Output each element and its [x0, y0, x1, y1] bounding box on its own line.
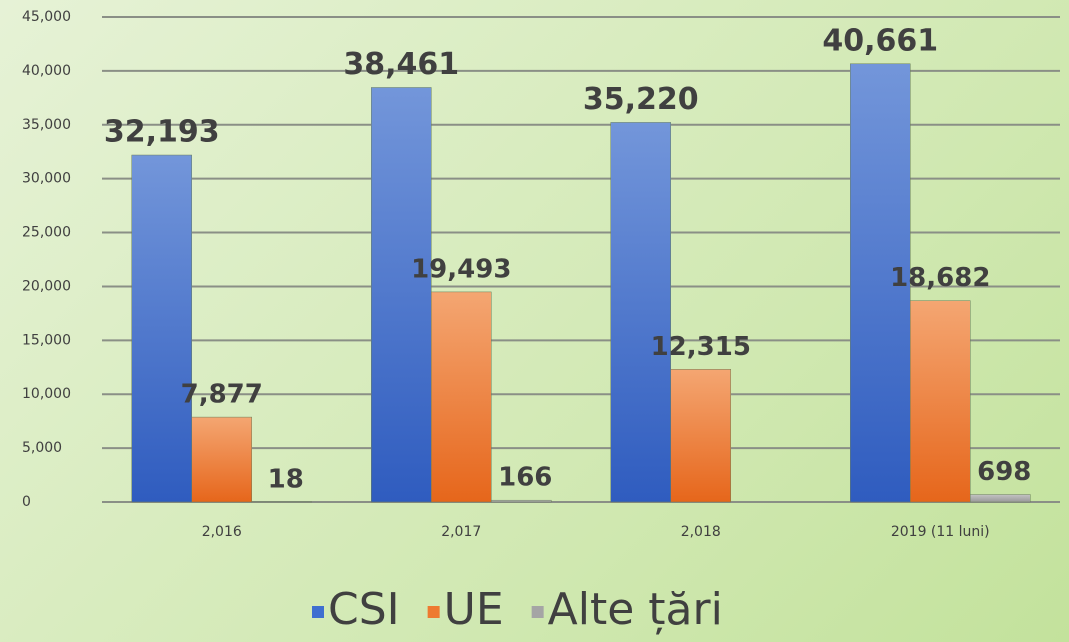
- bar: [371, 87, 432, 503]
- y-tick-label: 30,000: [22, 171, 71, 187]
- bar: [131, 154, 192, 503]
- y-tick-label: 0: [22, 494, 31, 510]
- bar: [910, 300, 971, 503]
- bar: [610, 122, 671, 503]
- bar: [491, 499, 552, 503]
- legend-label: UE: [444, 584, 504, 635]
- y-tick-label: 25,000: [22, 225, 71, 241]
- data-label: 7,877: [181, 380, 263, 410]
- data-label: 40,661: [822, 23, 938, 58]
- x-tick-label: 2,016: [202, 524, 242, 540]
- y-tick-label: 45,000: [22, 9, 71, 25]
- y-tick-label: 20,000: [22, 278, 71, 294]
- x-tick-label: 2019 (11 luni): [891, 524, 990, 540]
- y-tick-label: 35,000: [22, 117, 71, 133]
- y-tick-label: 40,000: [22, 63, 71, 79]
- y-tick-label: 5,000: [22, 440, 62, 456]
- legend-label: Alte țări: [548, 584, 723, 635]
- data-label: 166: [498, 463, 552, 493]
- data-label: 18,682: [890, 263, 990, 293]
- y-tick-label: 10,000: [22, 386, 71, 402]
- bar: [670, 369, 731, 503]
- bar: [191, 416, 252, 503]
- bar: [970, 494, 1031, 503]
- data-label: 35,220: [583, 82, 699, 117]
- bar: [431, 291, 492, 503]
- legend-label: CSI: [328, 584, 400, 635]
- data-label: 18: [268, 464, 304, 494]
- data-label: 698: [977, 457, 1031, 487]
- legend-swatch: [312, 606, 324, 618]
- x-tick-label: 2,017: [441, 524, 481, 540]
- y-tick-label: 15,000: [22, 332, 71, 348]
- legend-swatch: [531, 606, 544, 618]
- data-label: 32,193: [104, 115, 220, 150]
- legend-swatch: [427, 606, 440, 618]
- x-tick-label: 2,018: [681, 524, 721, 540]
- data-label: 38,461: [343, 47, 459, 82]
- data-label: 12,315: [651, 332, 751, 362]
- data-label: 19,493: [411, 254, 511, 284]
- bar: [850, 63, 911, 503]
